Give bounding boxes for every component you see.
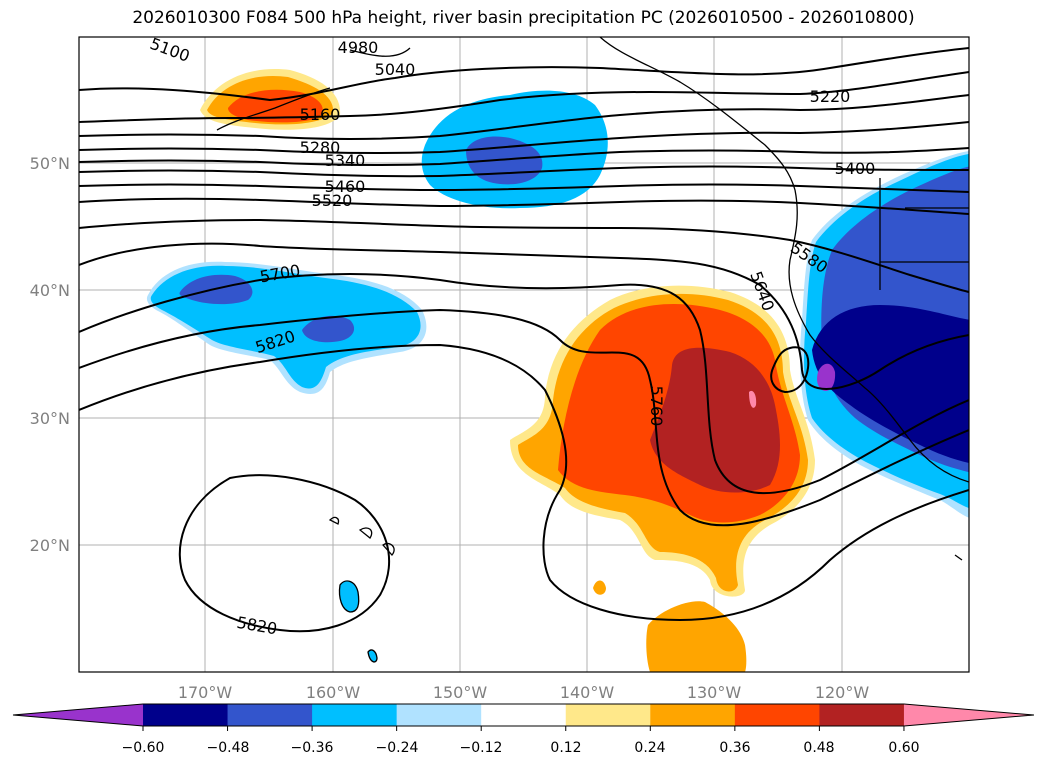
coastlines — [216, 37, 969, 663]
colorbar-segment — [396, 704, 482, 726]
colorbar-tick: 0.60 — [888, 740, 919, 756]
contour-label: 5520 — [312, 191, 353, 210]
lon-tick: 150°W — [433, 683, 488, 702]
colorbar-segment — [312, 704, 398, 726]
colorbar-tick: 0.12 — [550, 740, 581, 756]
colorbar-segment — [565, 704, 651, 726]
height-contours — [79, 47, 969, 633]
colorbar-segment — [227, 704, 313, 726]
colorbar-tick: −0.24 — [376, 740, 419, 756]
colorbar-tick: −0.60 — [122, 740, 165, 756]
lon-tick: 160°W — [306, 683, 361, 702]
contour-label: 5400 — [835, 159, 876, 178]
lon-tick: 170°W — [178, 683, 233, 702]
precip-negative-midpacific — [146, 261, 427, 662]
colorbar — [12, 703, 1034, 731]
map-frame — [78, 36, 970, 673]
colorbar-segment — [143, 704, 229, 726]
colorbar-segment — [481, 704, 567, 726]
contour-label: 5220 — [810, 87, 851, 106]
colorbar-tick-labels: −0.60 −0.48 −0.36 −0.24 −0.12 0.12 0.24 … — [122, 740, 920, 756]
contour-label: 5280 — [300, 138, 341, 157]
precip-positive-central — [510, 285, 815, 672]
colorbar-segment — [650, 704, 736, 726]
contour-label: 5040 — [375, 60, 416, 79]
lat-tick: 20°N — [30, 536, 70, 555]
contour-label: 5340 — [325, 151, 366, 170]
colorbar-tick: −0.48 — [207, 740, 250, 756]
lon-tick: 140°W — [560, 683, 615, 702]
colorbar-tick: −0.36 — [291, 740, 334, 756]
lat-tick: 50°N — [30, 154, 70, 173]
colorbar-extend-min — [13, 704, 143, 726]
latitude-labels: 50°N 40°N 30°N 20°N — [30, 154, 70, 555]
colorbar-tick: 0.36 — [719, 740, 750, 756]
contour-label: 4980 — [338, 38, 379, 57]
plot-title: 2026010300 F084 500 hPa height, river ba… — [132, 8, 915, 28]
contour-label: 5760 — [647, 386, 666, 427]
colorbar-extend-max — [903, 704, 1034, 726]
map-area: 5100 4980 5040 5220 5160 5280 5340 5400 … — [79, 37, 969, 672]
colorbar-tick: −0.12 — [460, 740, 503, 756]
lon-tick: 120°W — [815, 683, 870, 702]
lon-tick: 130°W — [687, 683, 742, 702]
lat-tick: 30°N — [30, 409, 70, 428]
lat-tick: 40°N — [30, 281, 70, 300]
colorbar-segment — [819, 704, 905, 726]
contour-label: 5460 — [325, 177, 366, 196]
contour-label: 5160 — [300, 105, 341, 124]
colorbar-tick: 0.48 — [803, 740, 834, 756]
longitude-labels: 170°W 160°W 150°W 140°W 130°W 120°W — [178, 683, 870, 702]
colorbar-segment — [734, 704, 820, 726]
contour-labels: 5100 4980 5040 5220 5160 5280 5340 5400 … — [148, 37, 876, 638]
colorbar-tick: 0.24 — [634, 740, 665, 756]
